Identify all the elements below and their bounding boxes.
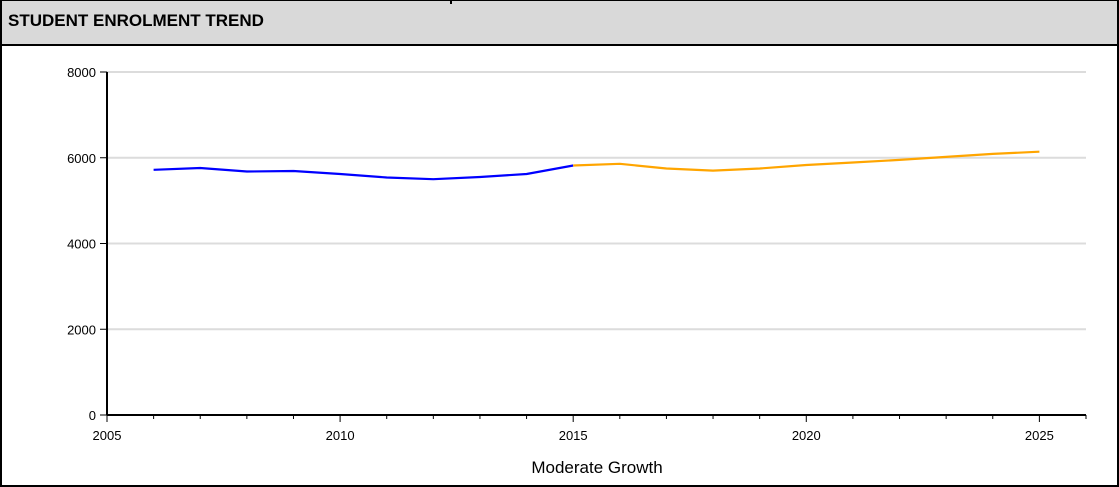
y-tick-label-4000: 4000	[67, 237, 96, 252]
top-marker	[450, 0, 452, 4]
series-lines	[153, 150, 1040, 181]
y-tick-label-6000: 6000	[67, 151, 96, 166]
axes: 0 2000 4000 6000 8000 2005 2010 2015 2020 2025	[67, 65, 1087, 443]
y-tick-label-0: 0	[89, 408, 96, 423]
x-tick-label-2025: 2025	[1025, 428, 1054, 443]
series-line-2	[573, 150, 1040, 172]
series-line-1	[153, 164, 574, 181]
x-tick-label-2010: 2010	[326, 428, 355, 443]
y-tick-label-2000: 2000	[67, 322, 96, 337]
gridlines	[107, 71, 1086, 331]
x-axis-title: Moderate Growth	[531, 458, 662, 477]
chart-header: STUDENT ENROLMENT TREND	[0, 0, 1119, 46]
chart-title: STUDENT ENROLMENT TREND	[8, 11, 264, 30]
x-tick-label-2005: 2005	[93, 428, 122, 443]
x-tick-label-2015: 2015	[559, 428, 588, 443]
y-tick-label-8000: 8000	[67, 65, 96, 80]
x-tick-label-2020: 2020	[792, 428, 821, 443]
